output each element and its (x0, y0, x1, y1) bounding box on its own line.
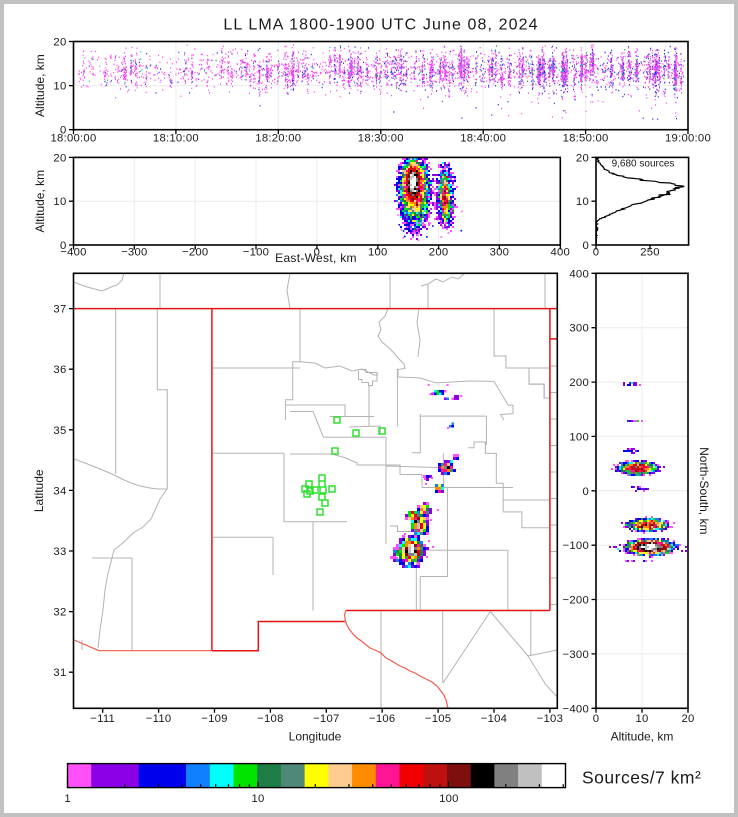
svg-text:100: 100 (439, 793, 459, 805)
svg-text:0: 0 (582, 486, 589, 498)
svg-text:−103: −103 (537, 713, 563, 725)
svg-text:0: 0 (60, 240, 67, 252)
svg-text:18:30:00: 18:30:00 (358, 133, 404, 145)
svg-text:0: 0 (593, 713, 600, 725)
svg-text:10: 10 (53, 81, 66, 93)
svg-text:−110: −110 (146, 713, 172, 725)
svg-text:−105: −105 (425, 713, 451, 725)
svg-text:0: 0 (593, 247, 600, 259)
svg-text:10: 10 (635, 713, 648, 725)
svg-text:−111: −111 (90, 713, 115, 725)
svg-text:1: 1 (64, 793, 70, 805)
svg-text:−107: −107 (313, 713, 339, 725)
svg-text:34: 34 (53, 485, 66, 497)
svg-text:−100: −100 (563, 540, 589, 552)
svg-text:−106: −106 (369, 713, 395, 725)
svg-text:−108: −108 (257, 713, 283, 725)
svg-text:Altitude, km: Altitude, km (33, 170, 47, 233)
svg-text:−200: −200 (563, 595, 589, 607)
svg-text:−300: −300 (563, 649, 589, 661)
svg-text:−400: −400 (60, 247, 86, 259)
svg-text:20: 20 (53, 152, 66, 164)
svg-text:LL LMA 1800-1900 UTC June 08,: LL LMA 1800-1900 UTC June 08, 2024 (223, 17, 538, 34)
svg-text:250: 250 (640, 247, 660, 259)
svg-text:400: 400 (550, 247, 570, 259)
svg-text:East-West, km: East-West, km (275, 251, 357, 265)
svg-text:37: 37 (53, 304, 66, 316)
svg-text:20: 20 (576, 152, 589, 164)
svg-text:300: 300 (490, 247, 510, 259)
svg-text:36: 36 (53, 364, 66, 376)
svg-text:0: 0 (60, 125, 67, 137)
svg-text:Sources/7 km²: Sources/7 km² (582, 768, 701, 788)
svg-text:100: 100 (569, 431, 589, 443)
svg-text:18:50:00: 18:50:00 (563, 133, 609, 145)
svg-text:10: 10 (53, 196, 66, 208)
svg-text:18:40:00: 18:40:00 (460, 133, 506, 145)
svg-text:Longitude: Longitude (289, 730, 342, 744)
svg-text:20: 20 (53, 37, 66, 49)
svg-text:100: 100 (368, 247, 388, 259)
svg-text:10: 10 (576, 196, 589, 208)
svg-text:0: 0 (314, 247, 321, 259)
svg-text:18:00:00: 18:00:00 (51, 133, 97, 145)
svg-text:31: 31 (53, 667, 66, 679)
svg-text:18:20:00: 18:20:00 (255, 133, 301, 145)
svg-text:10: 10 (251, 793, 264, 805)
svg-text:Altitude, km: Altitude, km (33, 54, 47, 117)
svg-text:9,680 sources: 9,680 sources (612, 159, 675, 170)
svg-text:18:10:00: 18:10:00 (153, 133, 199, 145)
svg-text:400: 400 (569, 268, 589, 280)
svg-text:300: 300 (569, 323, 589, 335)
svg-text:Altitude, km: Altitude, km (611, 730, 674, 744)
svg-text:32: 32 (53, 607, 66, 619)
svg-text:North-South, km: North-South, km (697, 447, 711, 534)
svg-text:20: 20 (681, 713, 694, 725)
svg-text:0: 0 (582, 240, 589, 252)
svg-text:200: 200 (569, 377, 589, 389)
svg-text:−300: −300 (121, 247, 147, 259)
svg-text:−104: −104 (481, 713, 507, 725)
svg-text:−200: −200 (182, 247, 208, 259)
svg-text:−400: −400 (563, 703, 589, 715)
svg-text:Latitude: Latitude (32, 469, 46, 512)
svg-text:−109: −109 (201, 713, 227, 725)
svg-text:−100: −100 (243, 247, 269, 259)
svg-text:200: 200 (429, 247, 449, 259)
svg-text:33: 33 (53, 546, 66, 558)
svg-text:35: 35 (53, 425, 66, 437)
svg-text:19:00:00: 19:00:00 (665, 133, 711, 145)
